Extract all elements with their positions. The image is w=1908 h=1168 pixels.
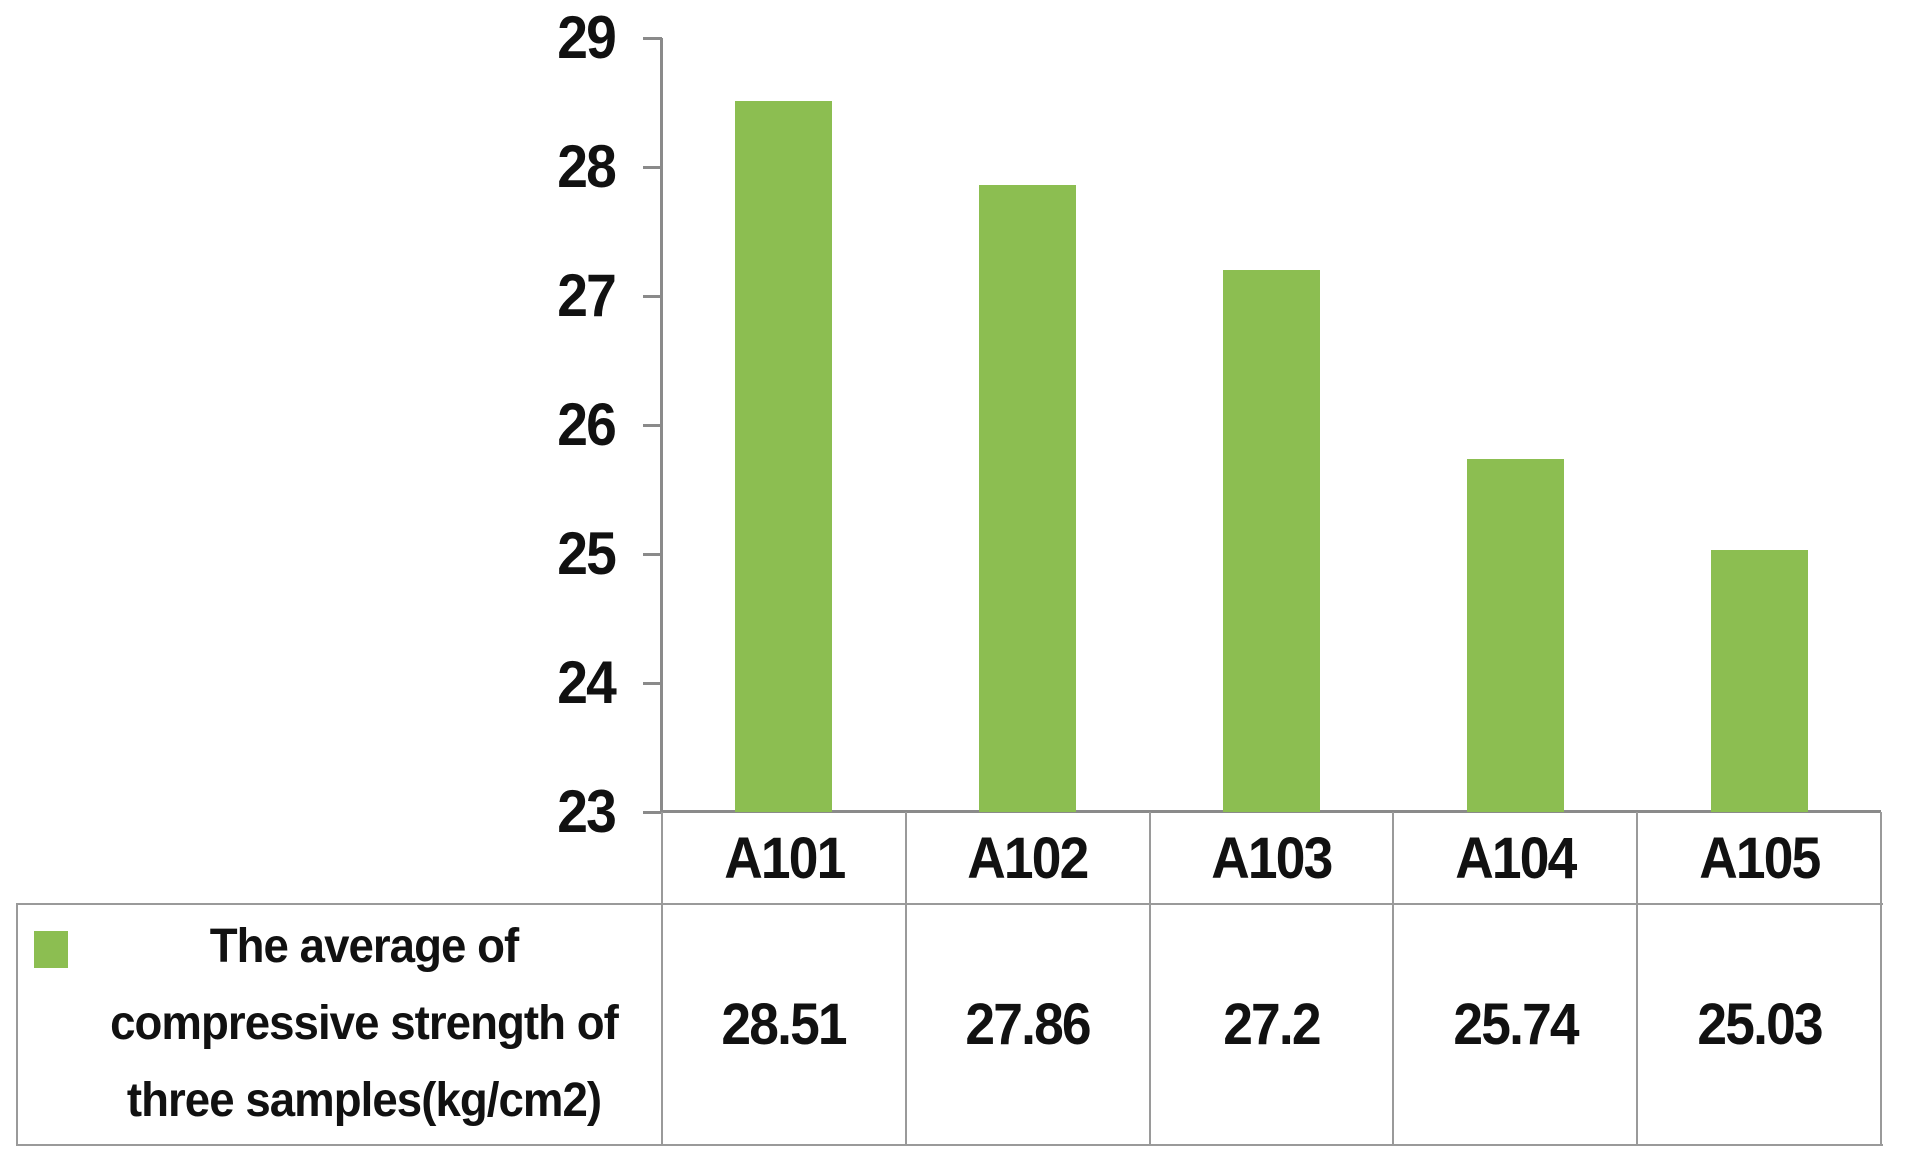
bar-A105 <box>1710 550 1808 812</box>
y-tick-label-23: 23 <box>557 778 617 845</box>
legend-color-swatch-icon <box>34 931 68 968</box>
bar-A102 <box>979 185 1077 812</box>
header-cell-label: A102 <box>967 826 1090 891</box>
y-tick-mark-25 <box>643 553 662 556</box>
value-cell-A103: 27.2 <box>1150 905 1394 1144</box>
bar-A101 <box>735 101 833 812</box>
value-cell-label: 25.03 <box>1696 992 1823 1057</box>
value-cell-A102: 27.86 <box>906 905 1150 1144</box>
table-column-border-2 <box>1148 812 1151 1146</box>
header-cell-label: A101 <box>723 826 846 891</box>
value-cell-A105: 25.03 <box>1637 905 1881 1144</box>
y-tick-label-25: 25 <box>557 520 617 587</box>
legend-label-line-3: three samples(kg/cm2) <box>126 1074 602 1127</box>
y-tick-mark-27 <box>643 295 662 298</box>
table-column-border-5 <box>1880 812 1882 1146</box>
value-cell-label: 27.86 <box>965 992 1092 1057</box>
legend-cell-left-border <box>16 903 18 1144</box>
y-tick-label-29: 29 <box>557 4 617 71</box>
table-row-divider-line <box>16 903 1883 905</box>
header-cell-A105: A105 <box>1637 814 1881 903</box>
table-column-border-4 <box>1636 812 1639 1146</box>
header-cell-label: A104 <box>1455 826 1577 891</box>
header-cell-A104: A104 <box>1393 814 1637 903</box>
bar-A104 <box>1466 458 1564 812</box>
plot-area <box>662 38 1881 812</box>
legend-label-line-1: The average of <box>209 920 520 973</box>
y-tick-mark-26 <box>643 424 662 427</box>
y-tick-label-24: 24 <box>557 649 617 716</box>
header-cell-label: A103 <box>1211 826 1333 891</box>
legend-label: The average of compressive strength of t… <box>68 905 660 1142</box>
value-cell-label: 28.51 <box>721 992 848 1057</box>
value-cell-label: 25.74 <box>1453 992 1579 1057</box>
header-cell-A102: A102 <box>906 814 1150 903</box>
y-tick-mark-23 <box>643 811 662 814</box>
legend-label-line-2: compressive strength of <box>110 997 619 1050</box>
header-cell-A101: A101 <box>662 814 906 903</box>
y-tick-label-27: 27 <box>557 262 617 329</box>
y-axis-line <box>660 38 663 812</box>
value-cell-label: 27.2 <box>1223 992 1321 1057</box>
table-column-border-1 <box>904 812 907 1146</box>
y-tick-mark-24 <box>643 682 662 685</box>
header-cell-label: A105 <box>1698 826 1821 891</box>
y-tick-mark-29 <box>643 37 662 40</box>
value-cell-A101: 28.51 <box>662 905 906 1144</box>
y-tick-label-28: 28 <box>557 133 617 200</box>
header-cell-A103: A103 <box>1150 814 1394 903</box>
y-tick-label-26: 26 <box>557 391 617 458</box>
table-column-border-0 <box>661 812 663 1146</box>
legend-cell: The average of compressive strength of t… <box>18 905 660 1142</box>
bar-A103 <box>1223 270 1320 812</box>
table-column-border-3 <box>1392 812 1395 1146</box>
y-tick-mark-28 <box>643 166 662 169</box>
value-cell-A104: 25.74 <box>1393 905 1637 1144</box>
table-bottom-border <box>16 1144 1883 1146</box>
